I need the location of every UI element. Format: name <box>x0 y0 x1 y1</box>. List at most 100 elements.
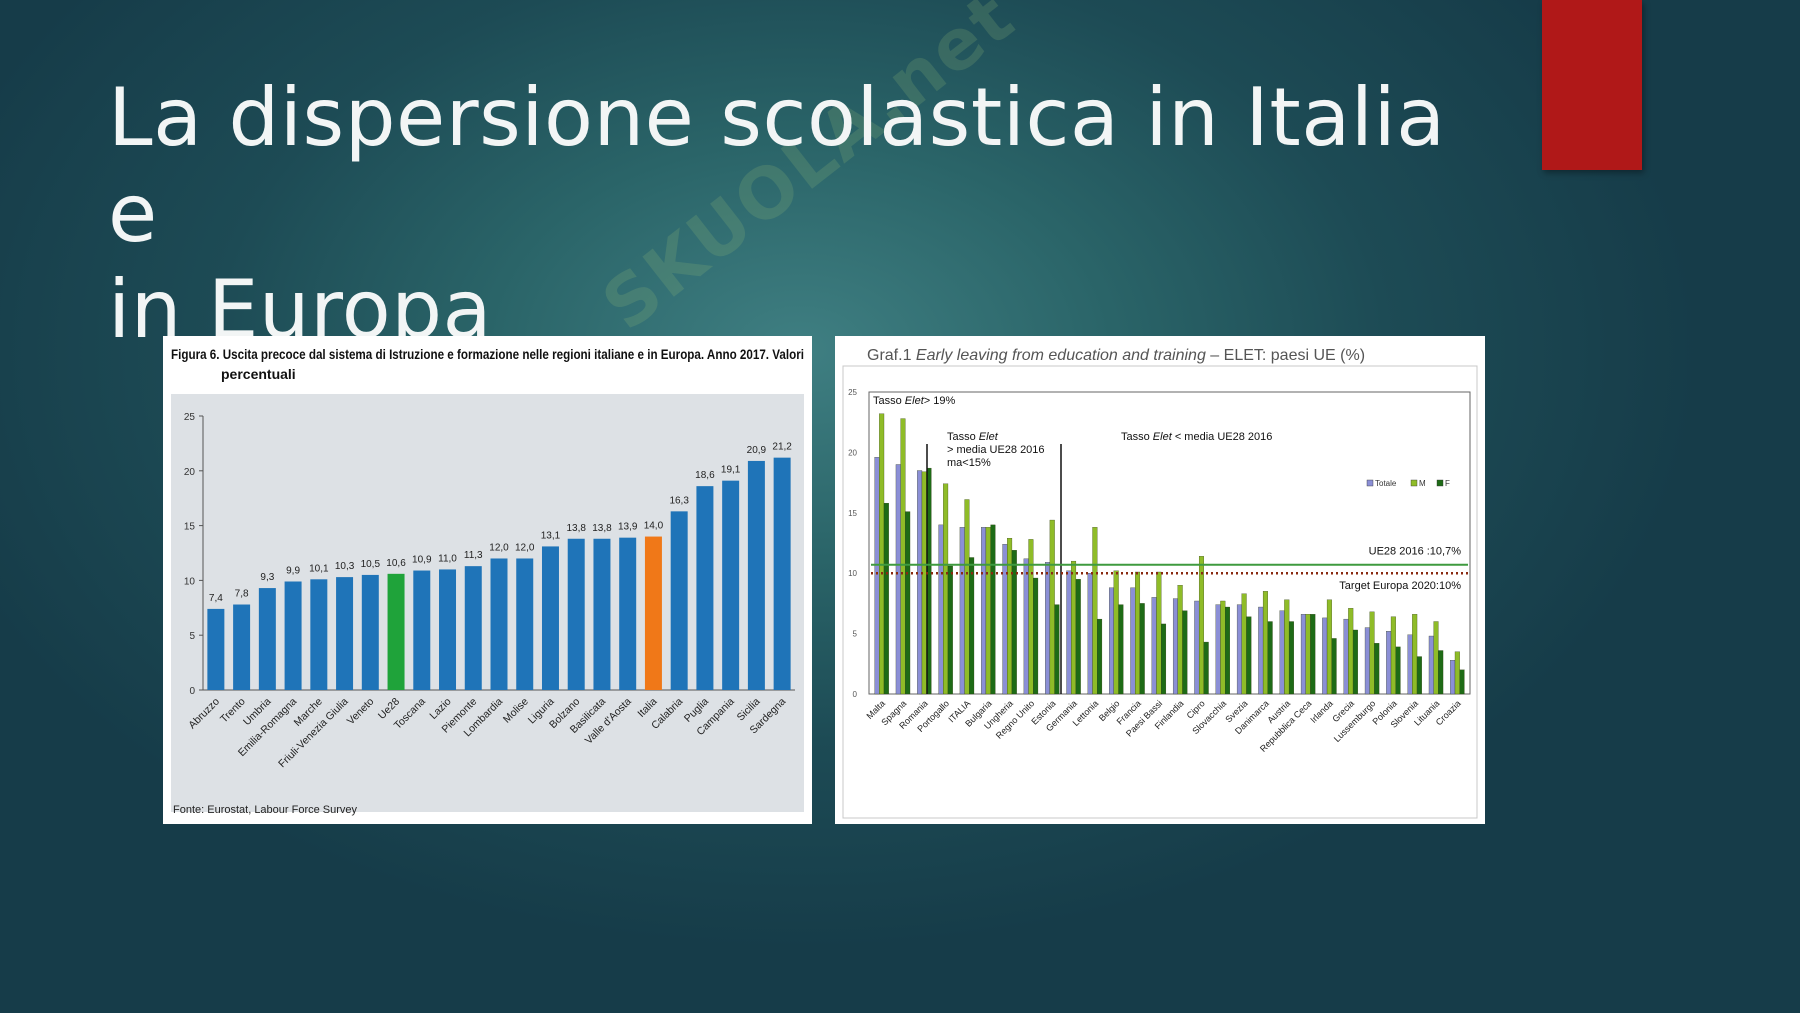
bar-m <box>1241 593 1247 695</box>
annotation-mid: Tasso Elet > media UE28 2016 ma<15% <box>947 431 1045 469</box>
bar-totale <box>938 524 944 695</box>
bar-m <box>1028 539 1034 695</box>
bar <box>336 577 354 690</box>
bar <box>413 570 431 690</box>
bar-value-label: 11,3 <box>464 550 483 561</box>
annotation-high: Tasso Elet> 19% <box>873 395 955 407</box>
reference-line-label: UE28 2016 :10,7% <box>1369 546 1462 558</box>
y-tick-label: 0 <box>853 690 858 699</box>
legend-swatch <box>1366 479 1374 487</box>
bar-m <box>1049 519 1055 695</box>
bar-totale <box>1279 610 1285 695</box>
bar-totale <box>959 527 965 695</box>
bar-f <box>1438 650 1444 695</box>
y-tick-label: 5 <box>853 630 858 639</box>
bar-value-label: 10,6 <box>386 558 406 569</box>
bar-value-label: 11,0 <box>438 553 457 564</box>
bar-totale <box>1087 573 1093 695</box>
bar-f <box>905 511 911 695</box>
y-tick-label: 5 <box>189 631 195 642</box>
bar-value-label: 21,2 <box>772 442 792 453</box>
bar-m <box>964 499 970 695</box>
bar <box>722 480 740 690</box>
bar-value-label: 10,9 <box>412 555 432 566</box>
y-tick-label: 20 <box>848 448 857 457</box>
legend-swatch <box>1436 479 1444 487</box>
bar-m <box>1220 600 1226 695</box>
bar <box>747 460 765 690</box>
bar-value-label: 13,9 <box>618 522 638 533</box>
bar-value-label: 19,1 <box>721 465 741 476</box>
bar-f <box>1267 621 1273 695</box>
bar-f <box>1416 656 1422 695</box>
bar-f <box>1395 646 1401 695</box>
bar-f <box>1459 669 1465 695</box>
x-tick-label: Irlanda <box>1308 698 1335 725</box>
bar-f <box>1352 629 1358 695</box>
bar-totale <box>1109 587 1115 695</box>
y-tick-label: 0 <box>189 686 195 697</box>
legend-label: Totale <box>1375 479 1397 488</box>
bar-value-label: 10,3 <box>335 561 355 572</box>
plot-frame <box>868 391 1471 695</box>
bar-totale <box>1450 660 1456 695</box>
bar-totale <box>1258 606 1264 695</box>
bar-totale <box>874 457 880 695</box>
bar-value-label: 14,0 <box>644 521 664 532</box>
bar-value-label: 16,3 <box>669 495 689 506</box>
bar-m <box>1156 571 1162 695</box>
y-tick-label: 10 <box>848 569 857 578</box>
bar-m <box>1305 614 1311 695</box>
bar-m <box>1071 560 1077 695</box>
y-tick-label: 15 <box>848 509 857 518</box>
bar <box>258 588 276 690</box>
bar-m <box>1390 616 1396 695</box>
bar <box>670 511 688 690</box>
bar-m <box>921 471 927 695</box>
bar-f <box>1139 603 1145 695</box>
chart-regions: Figura 6. Uscita precoce dal sistema di … <box>171 346 804 816</box>
bar-totale <box>917 470 923 695</box>
bar-totale <box>1045 562 1051 695</box>
bar-f <box>1288 621 1294 695</box>
bar <box>207 608 225 690</box>
bar-f <box>969 557 975 695</box>
bar-f <box>883 502 889 695</box>
bar-value-label: 13,8 <box>592 523 612 534</box>
reference-line-label: Target Europa 2020:10% <box>1339 580 1461 592</box>
annotation-low: Tasso Elet < media UE28 2016 <box>1121 431 1272 443</box>
bar-totale <box>1236 604 1242 695</box>
bar-totale <box>981 527 987 695</box>
bar-totale <box>1194 600 1200 695</box>
bar-m <box>1433 621 1439 695</box>
chart-regions-panel: Figura 6. Uscita precoce dal sistema di … <box>163 336 812 824</box>
bar-totale <box>1002 544 1008 695</box>
bar-value-label: 12,0 <box>489 542 509 553</box>
bar-f <box>1118 604 1124 695</box>
chart-title: Graf.1 Early leaving from education and … <box>867 347 1365 364</box>
bar-m <box>985 527 991 695</box>
bar <box>567 538 585 690</box>
bar-value-label: 18,6 <box>695 470 715 481</box>
y-tick-label: 10 <box>184 576 196 587</box>
chart-title-line2: percentuali <box>221 366 296 382</box>
bar-f <box>1331 638 1337 695</box>
accent-bar <box>1542 0 1642 170</box>
bar <box>593 538 611 690</box>
bar-m <box>1348 608 1354 695</box>
slide-title-line1: La dispersione scolastica in Italia e <box>108 71 1446 260</box>
bar-value-label: 10,5 <box>361 559 381 570</box>
bar-f <box>990 524 996 695</box>
y-tick-label: 25 <box>848 388 857 397</box>
bar <box>619 537 637 690</box>
bar-f <box>1161 623 1167 695</box>
bar-m <box>1177 585 1183 695</box>
chart-eu: Graf.1 Early leaving from education and … <box>842 347 1478 819</box>
bar-value-label: 7,8 <box>235 589 249 600</box>
bar-m <box>1454 651 1460 695</box>
bar-totale <box>1386 631 1392 695</box>
bar <box>310 579 328 690</box>
y-tick-label: 25 <box>184 412 196 423</box>
bar-f <box>1203 641 1209 695</box>
bar-m <box>1412 614 1418 695</box>
